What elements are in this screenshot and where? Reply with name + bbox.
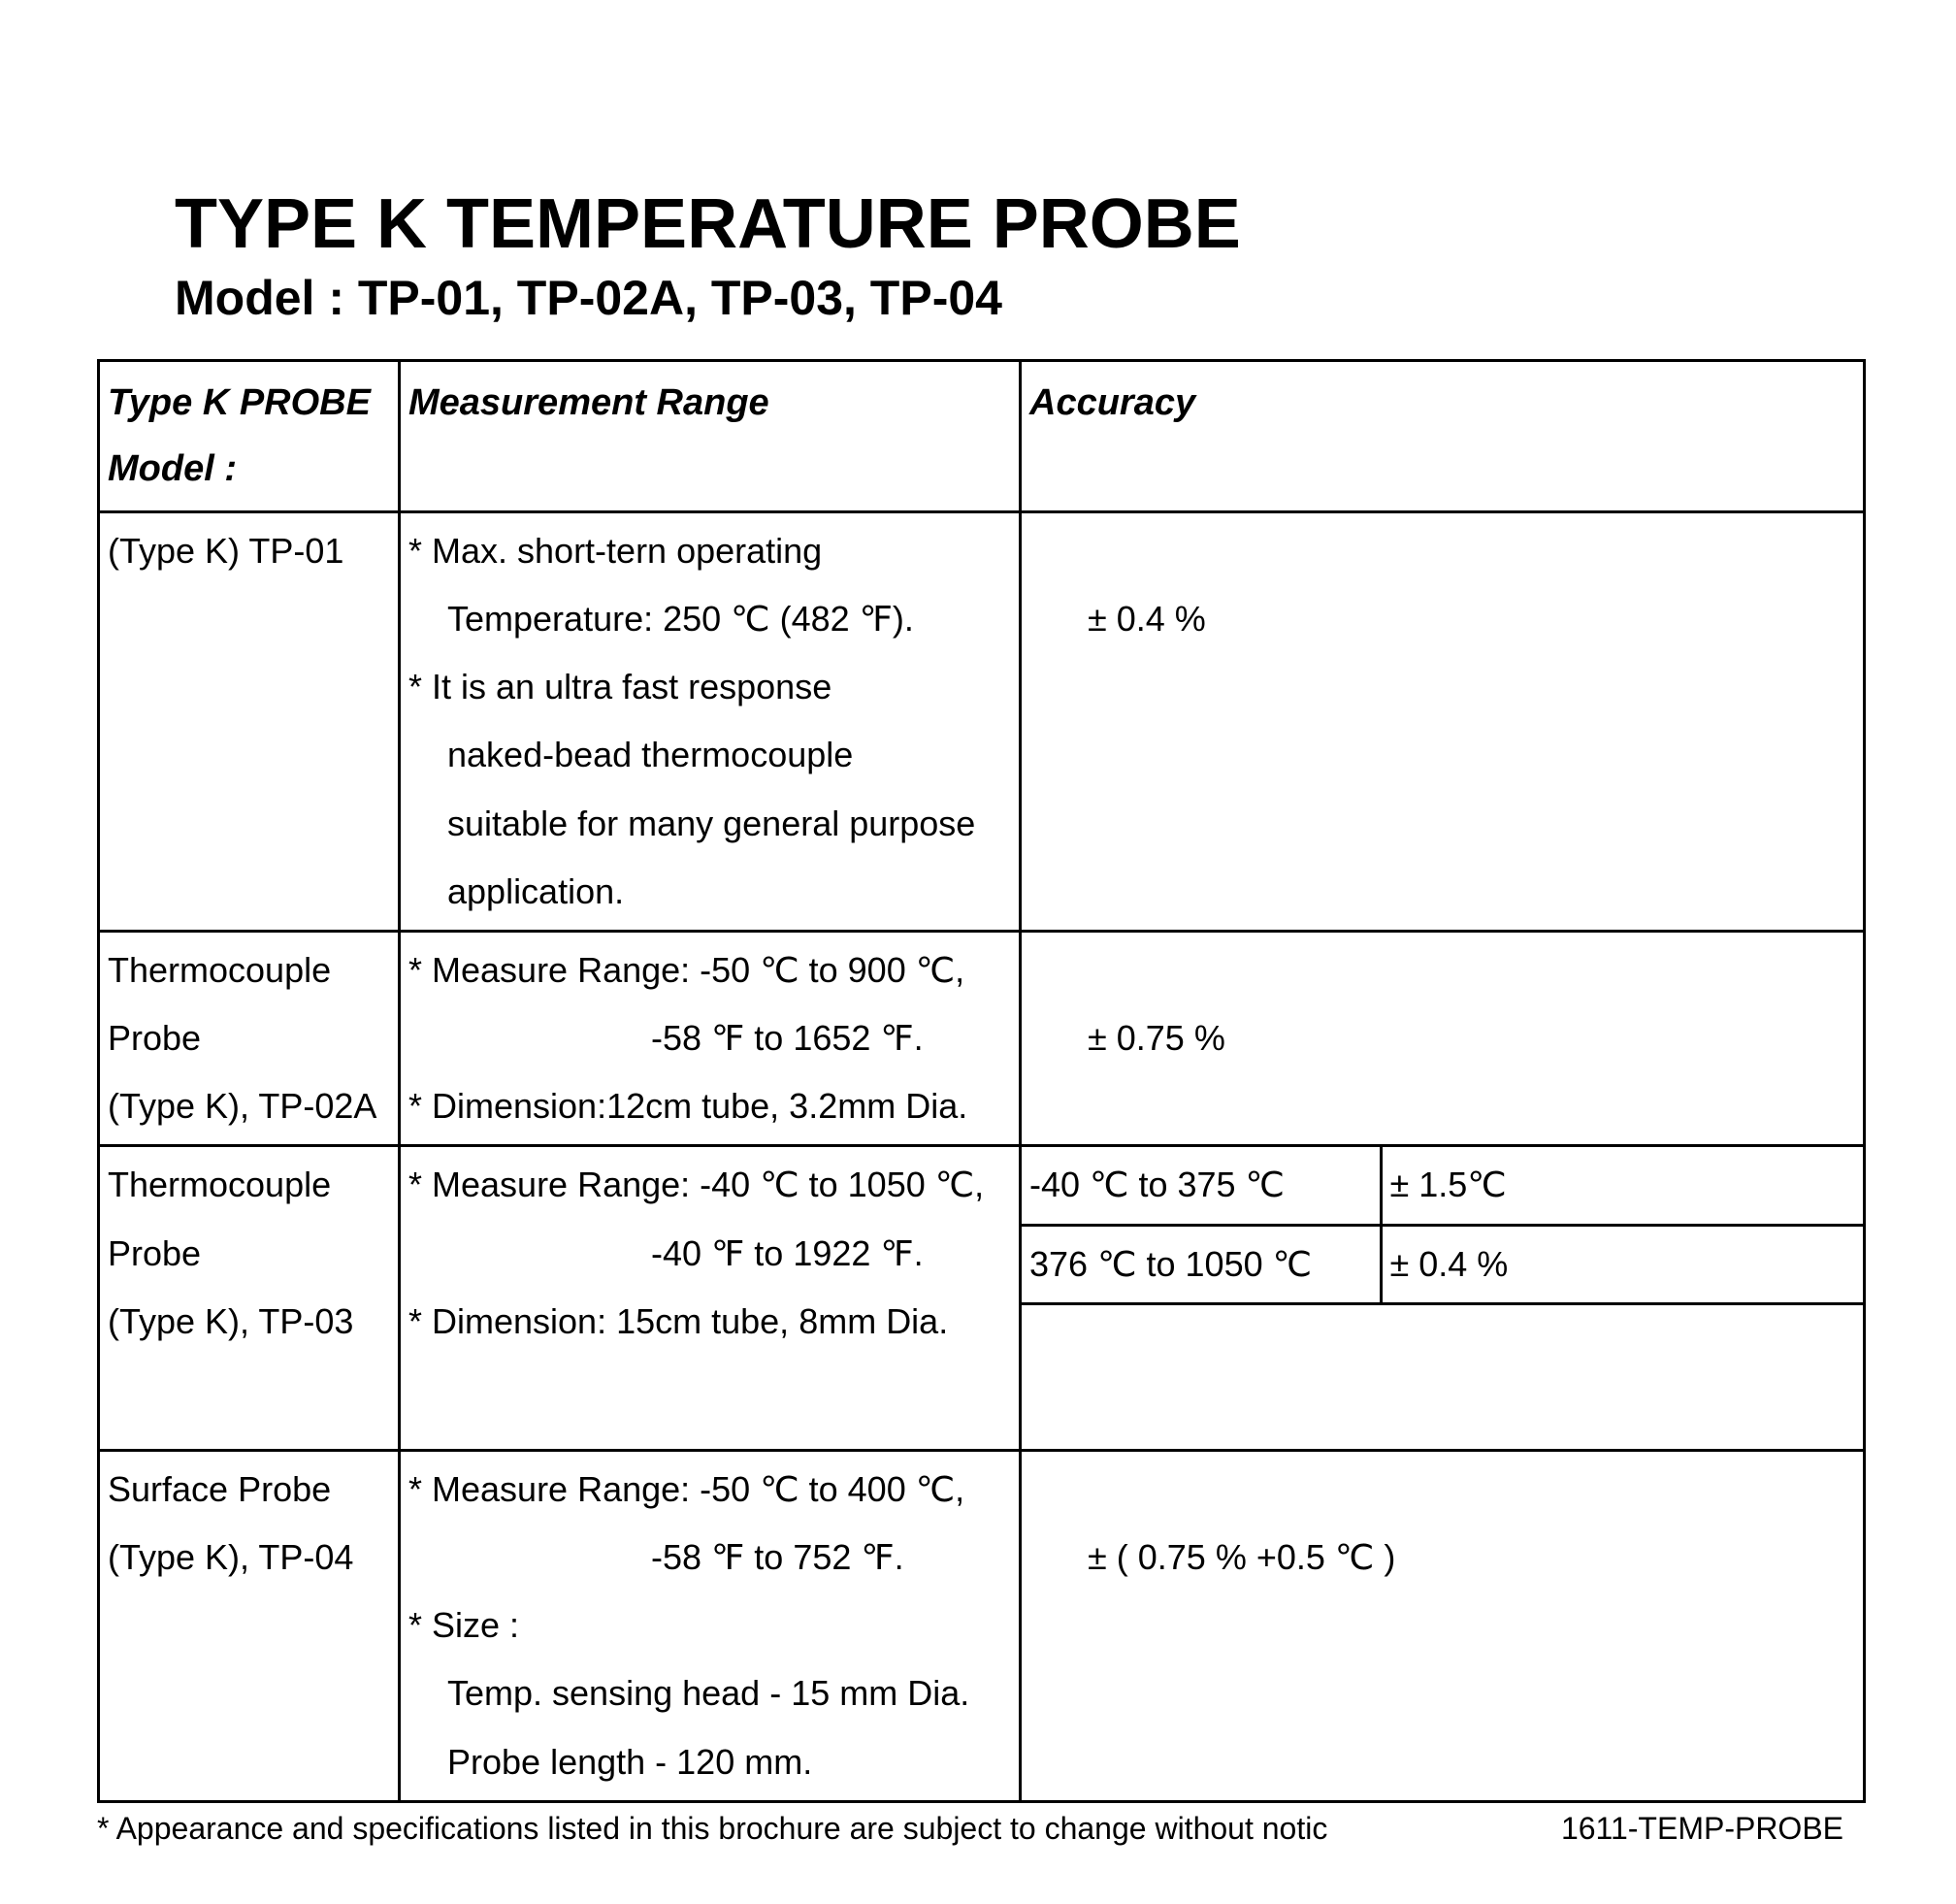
model-text: Thermocouple — [108, 1151, 390, 1219]
cell-model: Thermocouple Probe (Type K), TP-03 — [99, 1146, 400, 1450]
footer-code: 1611-TEMP-PROBE — [1561, 1811, 1843, 1847]
footer-note: * Appearance and specifications listed i… — [97, 1811, 1327, 1847]
range-text: * Measure Range: -50 ℃ to 900 ℃, — [408, 936, 1011, 1004]
accuracy-text: ± ( 0.75 % +0.5 ℃ ) — [1029, 1524, 1855, 1592]
cell-range: * Measure Range: -50 ℃ to 400 ℃, -58 ℉ t… — [400, 1450, 1021, 1801]
range-text: -58 ℉ to 1652 ℉. — [408, 1004, 1011, 1072]
accuracy-range-text: -40 ℃ to 375 ℃ — [1022, 1147, 1381, 1225]
range-text: * It is an ultra fast response — [408, 653, 1011, 721]
cell-accuracy: ± 0.4 % — [1021, 511, 1865, 931]
accuracy-value-text: ± 1.5℃ — [1381, 1147, 1863, 1225]
accuracy-range-text: 376 ℃ to 1050 ℃ — [1022, 1225, 1381, 1303]
table-row: (Type K) TP-01 * Max. short-tern operati… — [99, 511, 1865, 931]
range-text: Probe length - 120 mm. — [408, 1728, 1011, 1796]
accuracy-text: ± 0.75 % — [1029, 1004, 1855, 1072]
col-header-accuracy-text: Accuracy — [1029, 382, 1195, 423]
range-text: * Measure Range: -40 ℃ to 1050 ℃, — [408, 1151, 1011, 1219]
table-row: Thermocouple Probe (Type K), TP-02A * Me… — [99, 931, 1865, 1146]
range-text: Temperature: 250 ℃ (482 ℉). — [408, 585, 1011, 653]
accuracy-subtable: -40 ℃ to 375 ℃ ± 1.5℃ 376 ℃ to 1050 ℃ ± … — [1022, 1147, 1863, 1448]
col-header-model-l2: Model : — [108, 436, 388, 502]
footer: * Appearance and specifications listed i… — [97, 1811, 1863, 1847]
accuracy-subrow: 376 ℃ to 1050 ℃ ± 0.4 % — [1022, 1225, 1863, 1303]
cell-range: * Max. short-tern operating Temperature:… — [400, 511, 1021, 931]
accuracy-text: ± 0.4 % — [1029, 585, 1855, 653]
table-row: Thermocouple Probe (Type K), TP-03 * Mea… — [99, 1146, 1865, 1450]
range-text: -40 ℉ to 1922 ℉. — [408, 1220, 1011, 1288]
accuracy-text — [1029, 517, 1855, 585]
model-text: Probe — [108, 1220, 390, 1288]
cell-accuracy-split: -40 ℃ to 375 ℃ ± 1.5℃ 376 ℃ to 1050 ℃ ± … — [1021, 1146, 1865, 1450]
cell-accuracy: ± ( 0.75 % +0.5 ℃ ) — [1021, 1450, 1865, 1801]
model-text: (Type K) TP-01 — [108, 517, 390, 585]
accuracy-value-text: ± 0.4 % — [1381, 1225, 1863, 1303]
cell-model: Surface Probe (Type K), TP-04 — [99, 1450, 400, 1801]
cell-model: Thermocouple Probe (Type K), TP-02A — [99, 931, 400, 1146]
cell-accuracy: ± 0.75 % — [1021, 931, 1865, 1146]
col-header-accuracy: Accuracy — [1021, 361, 1865, 512]
accuracy-subrow-empty — [1022, 1303, 1863, 1449]
range-text: * Max. short-tern operating — [408, 517, 1011, 585]
model-text: Surface Probe — [108, 1456, 390, 1524]
cell-range: * Measure Range: -40 ℃ to 1050 ℃, -40 ℉ … — [400, 1146, 1021, 1450]
page-title: TYPE K TEMPERATURE PROBE — [175, 184, 1859, 264]
model-text: (Type K), TP-02A — [108, 1072, 390, 1140]
document-page: TYPE K TEMPERATURE PROBE Model : TP-01, … — [0, 0, 1956, 1904]
cell-range: * Measure Range: -50 ℃ to 900 ℃, -58 ℉ t… — [400, 931, 1021, 1146]
col-header-model: Type K PROBE Model : — [99, 361, 400, 512]
accuracy-subrow: -40 ℃ to 375 ℃ ± 1.5℃ — [1022, 1147, 1863, 1225]
range-text: -58 ℉ to 752 ℉. — [408, 1524, 1011, 1592]
model-text: Probe — [108, 1004, 390, 1072]
spec-table: Type K PROBE Model : Measurement Range A… — [97, 359, 1866, 1803]
range-text: Temp. sensing head - 15 mm Dia. — [408, 1659, 1011, 1727]
table-header-row: Type K PROBE Model : Measurement Range A… — [99, 361, 1865, 512]
col-header-range-text: Measurement Range — [408, 382, 769, 423]
col-header-model-l1: Type K PROBE — [108, 370, 388, 436]
model-text: (Type K), TP-04 — [108, 1524, 390, 1592]
page-subtitle: Model : TP-01, TP-02A, TP-03, TP-04 — [175, 270, 1859, 326]
range-text: * Size : — [408, 1592, 1011, 1659]
col-header-range: Measurement Range — [400, 361, 1021, 512]
table-row: Surface Probe (Type K), TP-04 * Measure … — [99, 1450, 1865, 1801]
range-text: naked-bead thermocouple — [408, 721, 1011, 789]
model-text: (Type K), TP-03 — [108, 1288, 390, 1356]
range-text: * Measure Range: -50 ℃ to 400 ℃, — [408, 1456, 1011, 1524]
cell-model: (Type K) TP-01 — [99, 511, 400, 931]
accuracy-text — [1029, 1456, 1855, 1524]
range-text: application. — [408, 858, 1011, 926]
range-text: * Dimension:12cm tube, 3.2mm Dia. — [408, 1072, 1011, 1140]
range-text: suitable for many general purpose — [408, 790, 1011, 858]
model-text: Thermocouple — [108, 936, 390, 1004]
accuracy-text — [1029, 936, 1855, 1004]
range-text: * Dimension: 15cm tube, 8mm Dia. — [408, 1288, 1011, 1356]
